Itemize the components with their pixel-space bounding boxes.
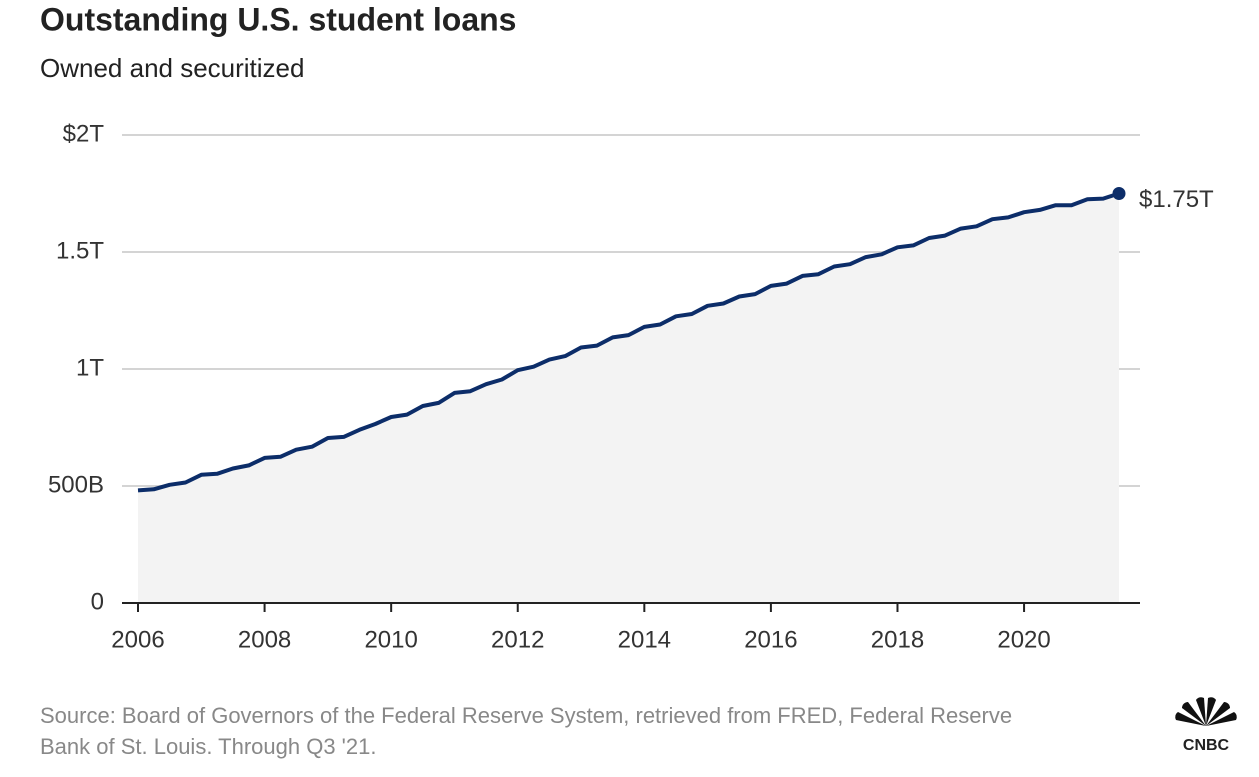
source: Source: Board of Governors of the Federa… — [40, 703, 1012, 728]
x-tick-label: 2006 — [111, 626, 164, 653]
x-tick-label: 2008 — [238, 626, 291, 653]
x-tick-label: 2018 — [871, 626, 924, 653]
area — [138, 193, 1119, 603]
logo-text: CNBC — [1183, 737, 1230, 754]
x-tick-label: 2010 — [364, 626, 417, 653]
chart-subtitle: Owned and securitized — [40, 53, 304, 83]
x-tick-label: 2014 — [618, 626, 671, 653]
y-tick-label: 500B — [48, 471, 104, 498]
y-tick-label: $2T — [63, 120, 105, 147]
x-tick-label: 2016 — [744, 626, 797, 653]
y-tick-label: 1T — [76, 354, 104, 381]
end-label: $1.75T — [1139, 186, 1214, 213]
chart-title: Outstanding U.S. student loans — [40, 1, 516, 37]
y-tick-label: 1.5T — [56, 237, 104, 264]
source: Bank of St. Louis. Through Q3 '21. — [40, 734, 376, 759]
end-point — [1112, 187, 1126, 200]
line — [137, 191, 1120, 493]
logo: CNBC — [1175, 697, 1237, 754]
x-tick-label: 2012 — [491, 626, 544, 653]
y-tick-label: 0 — [91, 588, 104, 615]
x-tick-label: 2020 — [997, 626, 1050, 653]
